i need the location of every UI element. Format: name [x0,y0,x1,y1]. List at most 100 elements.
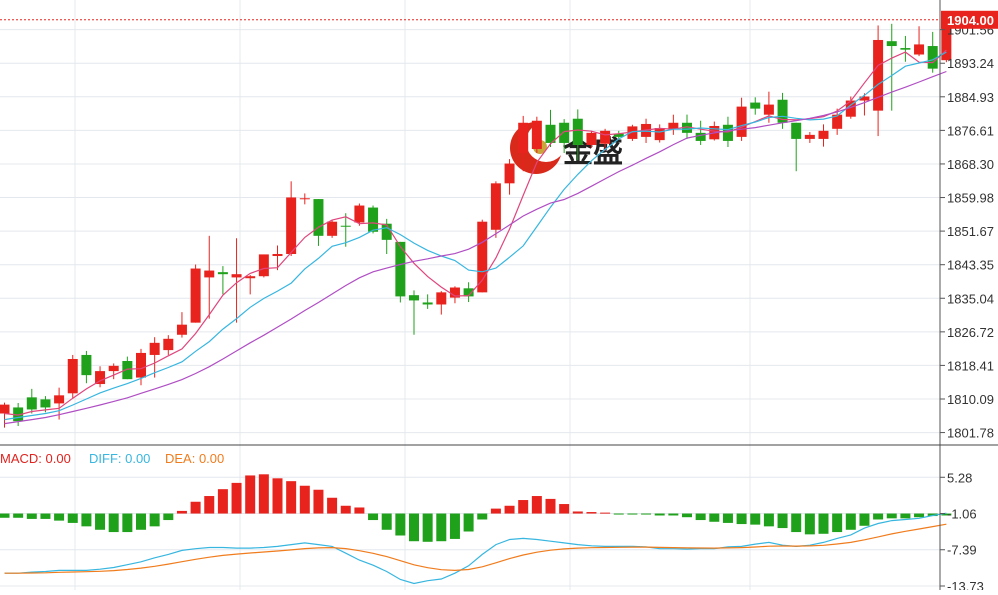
price-tick-label: 1859.98 [947,191,994,206]
candle-body [54,395,65,404]
candle-body [136,352,146,378]
macd-histogram-bar [572,511,583,514]
macd-histogram-bar [791,513,802,533]
macd-histogram-bar [122,513,133,533]
macd-histogram-bar [231,482,242,514]
macd-histogram-bar [449,513,460,539]
candle-body [313,199,324,236]
macd-histogram-bar [286,481,297,514]
macd-histogram-bar [176,510,187,514]
candle-body [736,106,747,137]
macd-histogram-bar [818,513,829,534]
candle-body [108,365,119,372]
macd-histogram-bar [54,513,65,521]
macd-histogram-bar [95,513,106,530]
candle-body [40,399,51,408]
candle-body [272,253,283,257]
candle-body [545,124,556,143]
candle-body [340,225,351,227]
candle-body [490,183,501,230]
macd-histogram-bar [873,513,884,520]
candle-body [422,302,433,305]
macd-histogram-bar [108,513,119,533]
candle-body [0,404,10,414]
candle-body [95,371,106,385]
macd-histogram-bar [381,513,392,530]
macd-histogram-bar [695,513,706,521]
macd-histogram-bar [422,513,433,542]
price-tick-label: 1868.30 [947,157,994,172]
candle-body [695,132,706,141]
candle-body [804,134,815,139]
macd-histogram-bar [668,513,679,516]
macd-histogram-bar [914,513,925,518]
macd-histogram-bar [641,513,652,515]
candle-body [654,128,665,141]
macd-histogram-bar [600,512,611,514]
candle-body [750,102,761,109]
macd-histogram-bar [627,513,638,515]
price-tick-label: 1851.67 [947,224,994,239]
candle-body [81,354,92,376]
macd-histogram-bar [804,513,815,535]
macd-histogram-bar [531,496,542,514]
candle-body [26,397,37,410]
price-tick-label: 1884.93 [947,90,994,105]
macd-histogram-bar [927,513,938,517]
candle-body [777,99,788,123]
price-tick-label: 1893.24 [947,56,994,71]
candle-body [381,223,392,240]
macd-panel: MACD: 0.00 DIFF: 0.00 DEA: 0.00 [0,451,952,585]
macd-tick-label: -1.06 [947,507,977,522]
candle-body [231,274,242,278]
moving-average-line-ma20 [4,70,947,425]
macd-histogram-bar [559,504,570,514]
grid [0,0,940,590]
macd-histogram-bar [0,513,10,518]
price-panel [0,14,952,428]
macd-histogram-bar [832,513,843,533]
candle-body [327,221,338,236]
macd-histogram-bar [545,498,556,514]
macd-histogram-bar [722,513,733,523]
macd-legend-1: DIFF: 0.00 [89,451,150,466]
candle-body [204,270,215,278]
candle-body [613,133,624,137]
macd-histogram-bar [477,513,488,520]
macd-histogram-bar [245,475,256,514]
macd-histogram-bar [613,513,624,515]
candle-body [600,130,611,144]
price-tick-label: 1835.04 [947,291,994,306]
candle-body [531,120,542,150]
macd-histogram-bar [258,474,269,514]
candle-body [859,96,870,101]
macd-histogram-bar [354,507,365,514]
price-tick-label: 1876.61 [947,123,994,138]
macd-histogram-bar [327,497,338,514]
candle-body [149,342,160,355]
macd-histogram-bar [886,513,897,519]
macd-histogram-bar [395,513,406,536]
macd-legend-0: MACD: 0.00 [0,451,71,466]
macd-histogram-bar [299,485,310,514]
macd-histogram-bar [763,513,774,527]
candle-body [668,122,679,129]
macd-histogram-bar [682,513,692,518]
macd-legend-2: DEA: 0.00 [165,451,224,466]
candle-body [504,163,515,184]
candle-body [299,198,310,200]
candle-body [163,338,174,351]
macd-tick-label: 5.28 [947,470,972,485]
macd-histogram-bar [709,513,720,522]
price-tick-label: 1801.78 [947,426,994,441]
macd-histogram-bar [136,513,146,530]
macd-histogram-bar [845,513,856,530]
last-price-label: 1904.00 [947,13,994,28]
candle-body [682,122,692,133]
candle-body [286,197,297,254]
candle-body [13,407,24,422]
macd-histogram-bar [26,513,37,519]
candle-body [927,46,938,69]
macd-histogram-bar [436,513,447,542]
